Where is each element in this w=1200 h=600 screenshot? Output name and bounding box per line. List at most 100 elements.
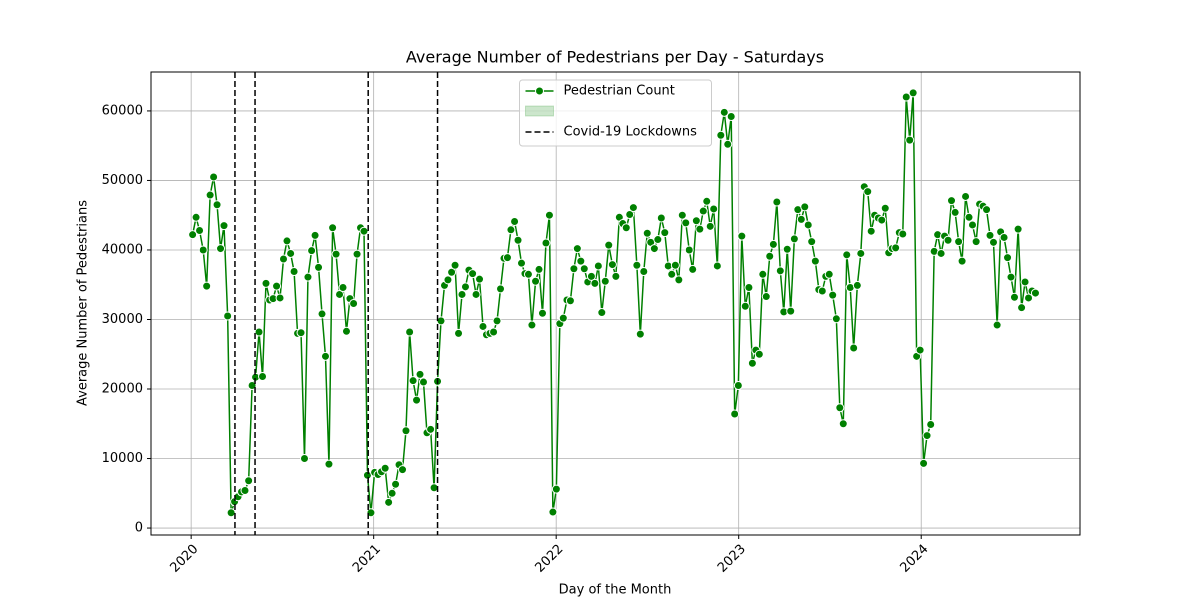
point xyxy=(1024,293,1034,303)
point xyxy=(303,272,313,282)
point xyxy=(502,253,512,263)
point xyxy=(506,225,516,235)
legend: Pedestrian Count Covid-19 Lockdowns xyxy=(519,79,712,147)
point xyxy=(205,190,215,200)
point xyxy=(517,258,527,268)
point xyxy=(565,296,575,306)
point xyxy=(744,283,754,293)
point xyxy=(387,488,397,498)
x-tick-label: 2022 xyxy=(532,542,566,576)
point xyxy=(450,260,460,270)
point xyxy=(723,139,733,149)
point xyxy=(324,459,334,469)
point xyxy=(698,206,708,216)
point xyxy=(320,351,330,361)
x-axis-label: Day of the Month xyxy=(559,583,672,598)
y-tick-label: 0 xyxy=(135,521,143,536)
point xyxy=(985,230,995,240)
point xyxy=(677,210,687,220)
point xyxy=(992,320,1002,330)
point xyxy=(489,327,499,337)
point xyxy=(527,320,537,330)
point xyxy=(796,214,806,224)
point xyxy=(272,281,282,291)
point xyxy=(712,261,722,271)
point xyxy=(572,244,582,254)
point xyxy=(244,476,254,486)
point xyxy=(418,377,428,387)
point xyxy=(471,289,481,299)
point xyxy=(569,264,579,274)
x-tick-label: 2021 xyxy=(350,542,384,576)
point xyxy=(314,262,324,272)
point xyxy=(415,369,425,379)
point xyxy=(747,358,757,368)
point xyxy=(551,484,561,494)
x-tick-label: 2023 xyxy=(715,542,749,576)
point xyxy=(198,245,208,255)
legend-label: Covid-19 Lockdowns xyxy=(564,125,698,140)
point xyxy=(803,220,813,230)
point xyxy=(401,426,411,436)
point xyxy=(880,203,890,213)
point xyxy=(447,267,457,277)
point xyxy=(586,271,596,281)
chart-title: Average Number of Pedestrians per Day - … xyxy=(406,48,824,67)
point xyxy=(216,244,226,254)
point xyxy=(593,261,603,271)
point xyxy=(877,215,887,225)
point xyxy=(838,419,848,429)
point xyxy=(824,269,834,279)
point xyxy=(240,486,250,496)
point xyxy=(754,349,764,359)
point xyxy=(607,260,617,270)
point xyxy=(926,419,936,429)
point xyxy=(1003,253,1013,263)
point xyxy=(611,271,621,281)
point xyxy=(709,204,719,214)
legend-label: Pedestrian Count xyxy=(564,84,675,99)
point xyxy=(936,248,946,258)
legend-band xyxy=(525,105,554,117)
point xyxy=(982,205,992,215)
point xyxy=(398,465,408,475)
point xyxy=(544,210,554,220)
point xyxy=(789,234,799,244)
point xyxy=(908,88,918,98)
point xyxy=(299,454,309,464)
point xyxy=(772,197,782,207)
point xyxy=(719,107,729,117)
point xyxy=(852,280,862,290)
point xyxy=(999,232,1009,242)
point xyxy=(426,424,436,434)
y-tick-label: 10000 xyxy=(102,451,143,466)
point xyxy=(688,264,698,274)
point xyxy=(667,269,677,279)
point xyxy=(891,243,901,253)
point xyxy=(684,245,694,255)
point xyxy=(628,203,638,213)
point xyxy=(335,289,345,299)
point xyxy=(258,371,268,381)
point xyxy=(492,316,502,326)
point xyxy=(1030,288,1040,298)
y-tick-label: 60000 xyxy=(102,103,143,118)
point xyxy=(1009,292,1019,302)
point xyxy=(391,479,401,489)
point xyxy=(408,376,418,386)
point xyxy=(901,92,911,102)
point xyxy=(289,267,299,277)
y-tick-label: 40000 xyxy=(102,242,143,257)
point xyxy=(621,223,631,233)
point xyxy=(856,248,866,258)
point xyxy=(604,240,614,250)
y-tick-label: 20000 xyxy=(102,382,143,397)
point xyxy=(443,275,453,285)
point xyxy=(691,216,701,226)
y-tick-label: 50000 xyxy=(102,173,143,188)
point xyxy=(600,276,610,286)
point xyxy=(758,269,768,279)
point xyxy=(740,301,750,311)
